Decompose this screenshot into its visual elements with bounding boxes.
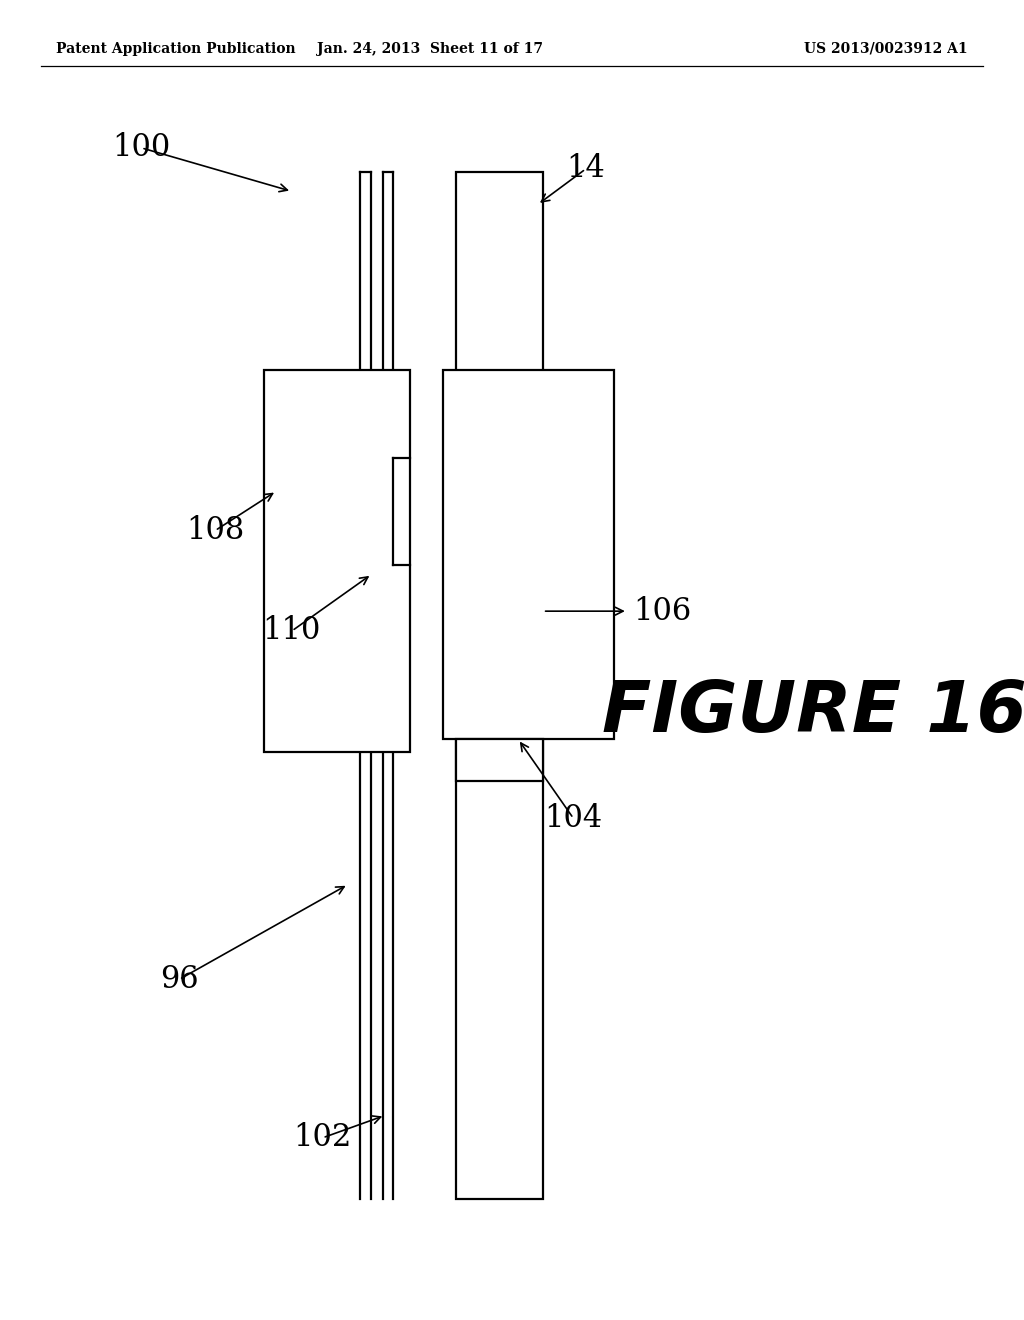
Text: US 2013/0023912 A1: US 2013/0023912 A1 — [804, 42, 968, 55]
Text: 102: 102 — [293, 1122, 352, 1154]
Text: Patent Application Publication: Patent Application Publication — [56, 42, 296, 55]
Bar — [456, 172, 543, 1199]
Bar — [264, 370, 410, 752]
Text: 14: 14 — [566, 153, 605, 185]
Text: 106: 106 — [633, 595, 691, 627]
Bar — [443, 370, 614, 739]
Bar — [456, 739, 543, 781]
Text: 110: 110 — [262, 615, 322, 647]
Text: 96: 96 — [160, 964, 199, 995]
Text: 104: 104 — [545, 803, 602, 834]
Text: 100: 100 — [113, 132, 170, 164]
Text: Jan. 24, 2013  Sheet 11 of 17: Jan. 24, 2013 Sheet 11 of 17 — [317, 42, 543, 55]
Text: FIGURE 16: FIGURE 16 — [602, 678, 1024, 747]
Text: 108: 108 — [186, 515, 244, 546]
